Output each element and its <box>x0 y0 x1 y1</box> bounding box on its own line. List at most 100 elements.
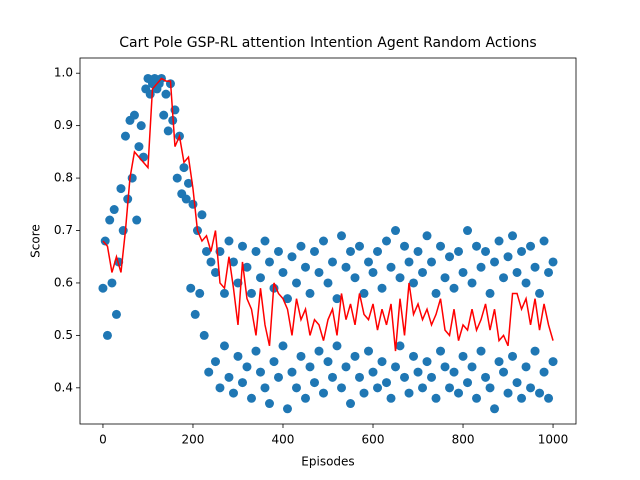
y-tick-label: 0.8 <box>54 171 73 185</box>
trend-line <box>102 77 554 352</box>
scatter-point <box>436 241 446 251</box>
scatter-point <box>395 341 405 351</box>
scatter-point <box>359 288 369 298</box>
scatter-point <box>100 236 110 246</box>
scatter-point <box>255 273 265 283</box>
scatter-point <box>314 267 324 277</box>
scatter-point <box>350 273 360 283</box>
scatter-point <box>132 215 142 225</box>
scatter-point <box>350 351 360 361</box>
scatter-point <box>224 372 234 382</box>
scatter-point <box>282 404 292 414</box>
scatter-point <box>309 378 319 388</box>
scatter-point <box>409 351 419 361</box>
scatter-point <box>116 184 126 194</box>
scatter-point <box>260 383 270 393</box>
scatter-point <box>190 309 200 319</box>
scatter-point <box>508 231 518 241</box>
scatter-point <box>273 246 283 256</box>
scatter-point <box>427 372 437 382</box>
scatter-point <box>318 236 328 246</box>
scatter-point <box>201 246 211 256</box>
scatter-point <box>454 388 464 398</box>
scatter-point <box>102 330 112 340</box>
scatter-point <box>242 262 252 272</box>
scatter-point <box>337 383 347 393</box>
scatter-point <box>431 288 441 298</box>
scatter-point <box>377 357 387 367</box>
scatter-point <box>273 372 283 382</box>
scatter-point <box>463 226 473 236</box>
y-tick-label: 0.9 <box>54 118 73 132</box>
scatter-point <box>526 383 536 393</box>
x-tick-label: 1000 <box>538 433 569 447</box>
scatter-point <box>485 383 495 393</box>
scatter-point <box>181 194 191 204</box>
scatter-point <box>427 257 437 267</box>
scatter-point <box>476 262 486 272</box>
scatter-point <box>264 257 274 267</box>
scatter-point <box>413 246 423 256</box>
scatter-point <box>454 246 464 256</box>
x-tick-label: 400 <box>272 433 295 447</box>
scatter-point <box>521 278 531 288</box>
scatter-point <box>368 267 378 277</box>
scatter-point <box>163 126 173 136</box>
scatter-point <box>355 241 365 251</box>
scatter-point <box>490 257 500 267</box>
scatter-point <box>204 367 214 377</box>
scatter-point <box>530 346 540 356</box>
scatter-point <box>535 388 545 398</box>
scatter-point <box>237 241 247 251</box>
scatter-point <box>373 246 383 256</box>
scatter-point <box>449 367 459 377</box>
scatter-point <box>517 393 527 403</box>
scatter-point <box>404 257 414 267</box>
scatter-point <box>224 236 234 246</box>
scatter-point <box>535 288 545 298</box>
scatter-point <box>382 378 392 388</box>
scatter-point <box>186 283 196 293</box>
scatter-point <box>499 273 509 283</box>
scatter-point <box>472 241 482 251</box>
scatter-point <box>503 388 513 398</box>
scatter-point <box>386 393 396 403</box>
scatter-point <box>323 278 333 288</box>
scatter-point <box>278 267 288 277</box>
scatter-point <box>494 357 504 367</box>
scatter-point <box>467 278 477 288</box>
scatter-point <box>215 383 225 393</box>
scatter-point <box>98 283 108 293</box>
scatter-point <box>512 267 522 277</box>
scatter-point <box>111 309 121 319</box>
scatter-point <box>539 367 549 377</box>
scatter-point <box>526 241 536 251</box>
scatter-point <box>400 372 410 382</box>
scatter-point <box>210 267 220 277</box>
y-tick-label: 0.6 <box>54 275 73 289</box>
scatter-point <box>287 252 297 262</box>
scatter-point <box>386 262 396 272</box>
scatter-point <box>287 367 297 377</box>
scatter-point <box>445 383 455 393</box>
scatter-point <box>328 257 338 267</box>
scatter-point <box>332 341 342 351</box>
scatter-point <box>463 378 473 388</box>
scatter-point <box>458 351 468 361</box>
scatter-point <box>120 131 130 141</box>
scatter-point <box>436 346 446 356</box>
scatter-point <box>377 283 387 293</box>
scatter-point <box>195 288 205 298</box>
scatter-point <box>517 246 527 256</box>
scatter-point <box>440 362 450 372</box>
scatter-point <box>138 152 148 162</box>
scatter-point <box>264 399 274 409</box>
x-tick-label: 0 <box>99 433 107 447</box>
scatter-point <box>188 199 198 209</box>
scatter-point <box>228 257 238 267</box>
scatter-point <box>409 278 419 288</box>
y-axis-label: Score <box>29 224 43 258</box>
scatter-point <box>219 288 229 298</box>
